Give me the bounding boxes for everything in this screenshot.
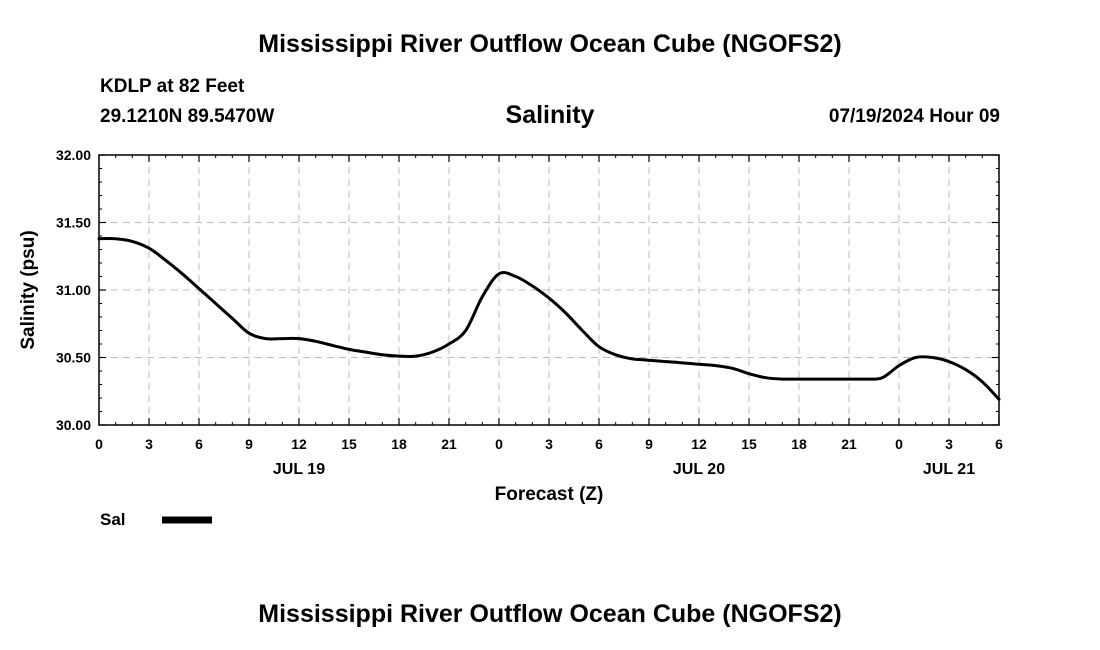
x-tick-labels: 0 3 6 9 12 15 18 21 0 3 6 9 12 15 18 21 0 3 6 <box>95 436 1003 452</box>
forecast-datetime: 07/19/2024 Hour 09 <box>828 106 1000 127</box>
x-tick-label: 15 <box>341 436 357 452</box>
x-tick-label: 9 <box>245 436 253 452</box>
x-tick-label: 3 <box>145 436 153 452</box>
y-tick-label: 30.00 <box>56 417 91 433</box>
day-label: JUL 20 <box>673 461 725 478</box>
x-tick-label: 9 <box>645 436 653 452</box>
page-title: Mississippi River Outflow Ocean Cube (NG… <box>258 30 842 58</box>
day-label: JUL 21 <box>923 461 975 478</box>
x-tick-label: 0 <box>495 436 503 452</box>
series-line-sal <box>97 237 1001 401</box>
x-tick-label: 6 <box>595 436 603 452</box>
y-tick-label: 32.00 <box>56 147 91 163</box>
x-tick-label: 0 <box>895 436 903 452</box>
x-tick-label: 12 <box>691 436 707 452</box>
x-tick-label: 18 <box>391 436 407 452</box>
footer-title: Mississippi River Outflow Ocean Cube (NG… <box>258 600 842 628</box>
x-tick-label: 15 <box>741 436 757 452</box>
y-axis-label: Salinity (psu) <box>18 230 39 349</box>
x-tick-label: 12 <box>291 436 307 452</box>
x-tick-label: 21 <box>841 436 857 452</box>
chart-title: Salinity <box>505 101 595 129</box>
x-tick-label: 3 <box>945 436 953 452</box>
x-tick-label: 18 <box>791 436 807 452</box>
day-labels: JUL 19 JUL 20 JUL 21 <box>273 461 975 478</box>
x-tick-label: 21 <box>441 436 457 452</box>
x-axis-label: Forecast (Z) <box>495 484 604 505</box>
legend-label: Sal <box>100 510 126 529</box>
grid-lines <box>99 155 999 425</box>
day-label: JUL 19 <box>273 461 325 478</box>
x-tick-label: 6 <box>195 436 203 452</box>
x-tick-label: 6 <box>995 436 1003 452</box>
station-label: KDLP at 82 Feet <box>100 76 245 97</box>
y-tick-label: 31.50 <box>56 215 91 231</box>
x-tick-label: 0 <box>95 436 103 452</box>
y-tick-label: 31.00 <box>56 282 91 298</box>
station-coordinates: 29.1210N 89.5470W <box>100 106 275 127</box>
x-tick-label: 3 <box>545 436 553 452</box>
plot-frame <box>98 154 1000 426</box>
y-tick-labels: 30.00 30.50 31.00 31.50 32.00 <box>56 147 91 433</box>
y-tick-label: 30.50 <box>56 350 91 366</box>
